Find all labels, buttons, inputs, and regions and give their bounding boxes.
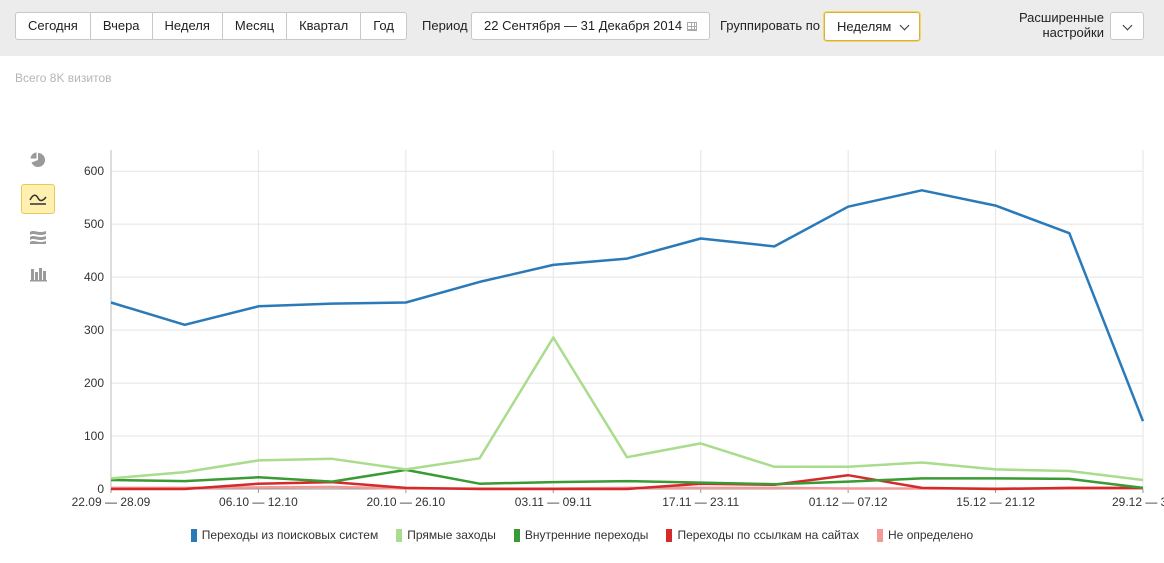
legend-label: Переходы по ссылкам на сайтах — [677, 528, 860, 542]
period-picker-button[interactable]: 22 Сентября — 31 Декабря 2014 — [471, 12, 711, 40]
line-chart-button[interactable] — [21, 184, 55, 214]
advanced-settings-label-line1: Расширенные — [1018, 10, 1104, 25]
toolbar: Сегодня Вчера Неделя Месяц Квартал Год П… — [0, 0, 1164, 56]
line-chart-icon — [29, 194, 47, 205]
line-chart: 0 100 200 300 400 500 600 22.09 — 28.09 06.10 — … — [72, 150, 1164, 509]
x-tick-label: 20.10 — 26.10 — [366, 495, 445, 509]
x-tick-label: 15.12 — 21.12 — [956, 495, 1035, 509]
period-label: Период — [422, 18, 468, 33]
calendar-icon — [687, 22, 698, 31]
series-line — [111, 473, 1143, 491]
period-value: 22 Сентября — 31 Декабря 2014 — [484, 18, 683, 33]
advanced-settings-label-line2: настройки — [1042, 25, 1104, 40]
legend-item[interactable]: Не определено — [877, 528, 973, 542]
y-tick-label: 400 — [84, 270, 104, 284]
x-tick-label: 03.11 — 09.11 — [515, 495, 592, 509]
series-line — [110, 189, 1145, 422]
period-presets: Сегодня Вчера Неделя Месяц Квартал Год — [15, 12, 407, 40]
preset-today-button[interactable]: Сегодня — [15, 12, 91, 40]
legend-item[interactable]: Переходы из поисковых систем — [190, 528, 379, 542]
advanced-settings-button[interactable] — [1110, 12, 1144, 40]
x-tick-label: 17.11 — 23.11 — [662, 495, 739, 509]
advanced-settings-label: Расширенные настройки — [1010, 10, 1104, 40]
group-by-select[interactable]: Неделям — [824, 12, 920, 41]
legend-item[interactable]: Переходы по ссылкам на сайтах — [666, 528, 859, 542]
group-by-label: Группировать по — [720, 18, 821, 33]
legend-item[interactable]: Внутренние переходы — [513, 528, 649, 542]
legend-swatch — [666, 528, 673, 542]
legend-swatch — [877, 528, 884, 542]
legend-label: Не определено — [888, 528, 974, 542]
bar-chart-icon — [29, 267, 47, 281]
legend-label: Переходы из поисковых систем — [201, 528, 379, 542]
y-tick-label: 600 — [84, 164, 104, 178]
preset-quarter-button[interactable]: Квартал — [286, 12, 362, 40]
legend-swatch — [396, 528, 403, 542]
y-tick-label: 500 — [84, 217, 104, 231]
y-tick-label: 100 — [84, 429, 104, 443]
series-line — [110, 336, 1144, 482]
bar-chart-button[interactable] — [21, 259, 55, 289]
preset-yesterday-button[interactable]: Вчера — [89, 12, 153, 40]
y-tick-label: 300 — [84, 323, 104, 337]
total-visits: Всего 8K визитов — [15, 71, 112, 85]
group-by-value: Неделям — [837, 19, 892, 34]
pie-chart-icon — [30, 152, 46, 167]
area-chart-button[interactable] — [21, 222, 55, 252]
legend-label: Внутренние переходы — [524, 528, 649, 542]
x-tick-label: 29.12 — 31 — [1112, 495, 1164, 509]
x-tick-label: 22.09 — 28.09 — [72, 495, 151, 509]
legend-swatch — [513, 528, 520, 542]
area-chart-icon — [30, 231, 46, 244]
chevron-down-icon — [1122, 20, 1133, 31]
pie-chart-button[interactable] — [21, 145, 55, 175]
y-tick-label: 200 — [84, 376, 104, 390]
preset-year-button[interactable]: Год — [360, 12, 407, 40]
x-tick-label: 06.10 — 12.10 — [219, 495, 298, 509]
legend-swatch — [190, 528, 197, 542]
preset-week-button[interactable]: Неделя — [151, 12, 223, 40]
legend-item[interactable]: Прямые заходы — [396, 528, 496, 542]
preset-month-button[interactable]: Месяц — [221, 12, 288, 40]
legend-label: Прямые заходы — [407, 528, 496, 542]
y-tick-label: 0 — [97, 482, 104, 496]
chevron-down-icon — [899, 20, 910, 31]
x-tick-label: 01.12 — 07.12 — [809, 495, 888, 509]
series-line — [110, 468, 1144, 490]
chart-legend: Переходы из поисковых систем Прямые заход… — [0, 528, 1164, 542]
